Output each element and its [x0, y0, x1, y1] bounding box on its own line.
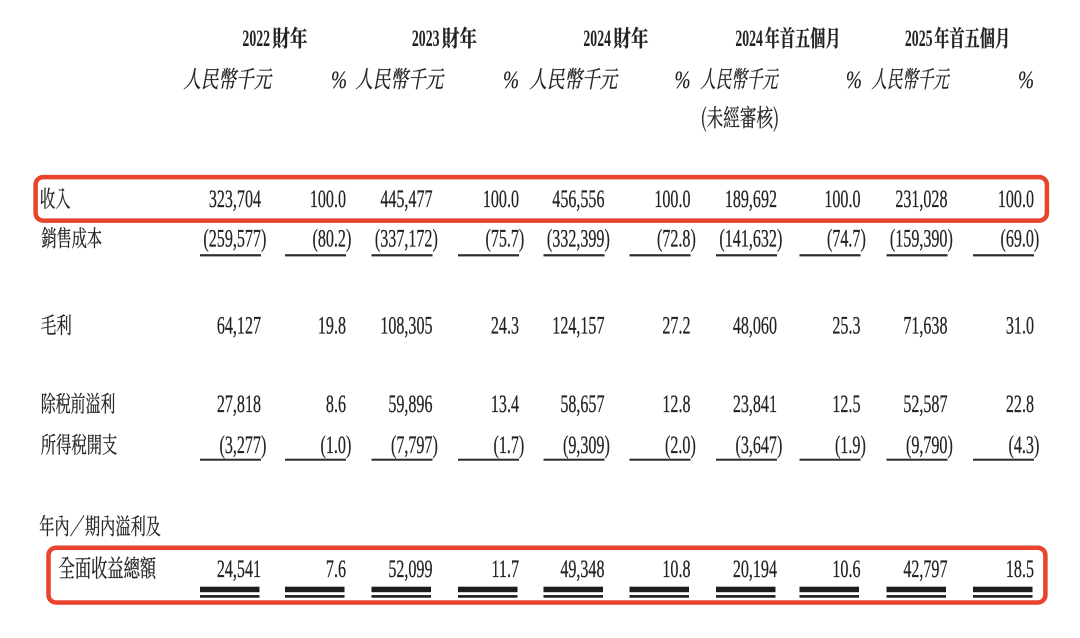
- svg-text:108,305: 108,305: [380, 311, 432, 340]
- svg-text:2022: 2022: [242, 27, 270, 52]
- svg-text:24.3: 24.3: [491, 311, 519, 340]
- svg-text:100.0: 100.0: [310, 184, 346, 213]
- svg-text:(1.9): (1.9): [835, 430, 866, 459]
- svg-text:(69.0): (69.0): [1000, 224, 1039, 253]
- svg-text:48,060: 48,060: [733, 311, 777, 340]
- svg-text:%: %: [331, 66, 347, 94]
- svg-text:189,692: 189,692: [725, 184, 777, 213]
- svg-text:31.0: 31.0: [1006, 311, 1034, 340]
- svg-text:(332,399): (332,399): [547, 224, 610, 253]
- svg-text:59,896: 59,896: [388, 389, 432, 418]
- svg-text:27,818: 27,818: [217, 389, 261, 418]
- svg-text:12.5: 12.5: [832, 389, 860, 418]
- svg-text:(141,632): (141,632): [719, 224, 782, 253]
- svg-text:(337,172): (337,172): [375, 224, 438, 253]
- svg-text:2024: 2024: [735, 27, 763, 52]
- svg-text:20,194: 20,194: [733, 554, 777, 583]
- svg-text:(3,647): (3,647): [735, 430, 782, 459]
- svg-text:52,587: 52,587: [903, 389, 947, 418]
- svg-text:23,841: 23,841: [733, 389, 777, 418]
- svg-text:100.0: 100.0: [824, 184, 860, 213]
- svg-text:100.0: 100.0: [483, 184, 519, 213]
- svg-text:42,797: 42,797: [903, 554, 947, 583]
- svg-text:19.8: 19.8: [318, 311, 346, 340]
- svg-text:64,127: 64,127: [217, 311, 261, 340]
- svg-text:100.0: 100.0: [998, 184, 1034, 213]
- svg-text:71,638: 71,638: [903, 311, 947, 340]
- svg-text:52,099: 52,099: [388, 554, 432, 583]
- svg-text:(74.7): (74.7): [827, 224, 866, 253]
- svg-text:(2.0): (2.0): [665, 430, 696, 459]
- svg-text:24,541: 24,541: [217, 554, 261, 583]
- svg-text:(259,577): (259,577): [203, 224, 266, 253]
- svg-text:(9,309): (9,309): [563, 430, 610, 459]
- svg-text:27.2: 27.2: [662, 311, 690, 340]
- svg-text:445,477: 445,477: [380, 184, 432, 213]
- svg-text:49,348: 49,348: [560, 554, 604, 583]
- svg-text:7.6: 7.6: [326, 554, 346, 583]
- svg-text:%: %: [1018, 66, 1034, 94]
- svg-text:(7,797): (7,797): [391, 430, 438, 459]
- svg-text:(80.2): (80.2): [313, 224, 352, 253]
- svg-text:22.8: 22.8: [1006, 389, 1034, 418]
- svg-text:456,556: 456,556: [552, 184, 604, 213]
- svg-text:2025: 2025: [905, 27, 933, 52]
- svg-text:%: %: [846, 66, 862, 94]
- svg-text:(75.7): (75.7): [485, 224, 524, 253]
- svg-text:10.6: 10.6: [832, 554, 860, 583]
- svg-text:11.7: 11.7: [491, 554, 519, 583]
- svg-text:(1.7): (1.7): [494, 430, 525, 459]
- svg-text:%: %: [674, 66, 690, 94]
- svg-text:2023: 2023: [412, 27, 440, 52]
- svg-text:(1.0): (1.0): [321, 430, 352, 459]
- svg-text:231,028: 231,028: [895, 184, 947, 213]
- svg-text:124,157: 124,157: [552, 311, 604, 340]
- svg-text:%: %: [503, 66, 519, 94]
- svg-text:13.4: 13.4: [491, 389, 519, 418]
- svg-text:25.3: 25.3: [832, 311, 860, 340]
- svg-text:(4.3): (4.3): [1009, 430, 1040, 459]
- svg-text:(72.8): (72.8): [657, 224, 696, 253]
- svg-text:323,704: 323,704: [209, 184, 261, 213]
- svg-text:(3,277): (3,277): [219, 430, 266, 459]
- svg-text:10.8: 10.8: [662, 554, 690, 583]
- svg-text:58,657: 58,657: [560, 389, 604, 418]
- svg-text:(159,390): (159,390): [890, 224, 953, 253]
- svg-text:8.6: 8.6: [326, 389, 346, 418]
- svg-text:(9,790): (9,790): [906, 430, 953, 459]
- svg-text:2024: 2024: [583, 27, 611, 52]
- svg-text:18.5: 18.5: [1006, 554, 1034, 583]
- svg-text:12.8: 12.8: [662, 389, 690, 418]
- svg-text:100.0: 100.0: [654, 184, 690, 213]
